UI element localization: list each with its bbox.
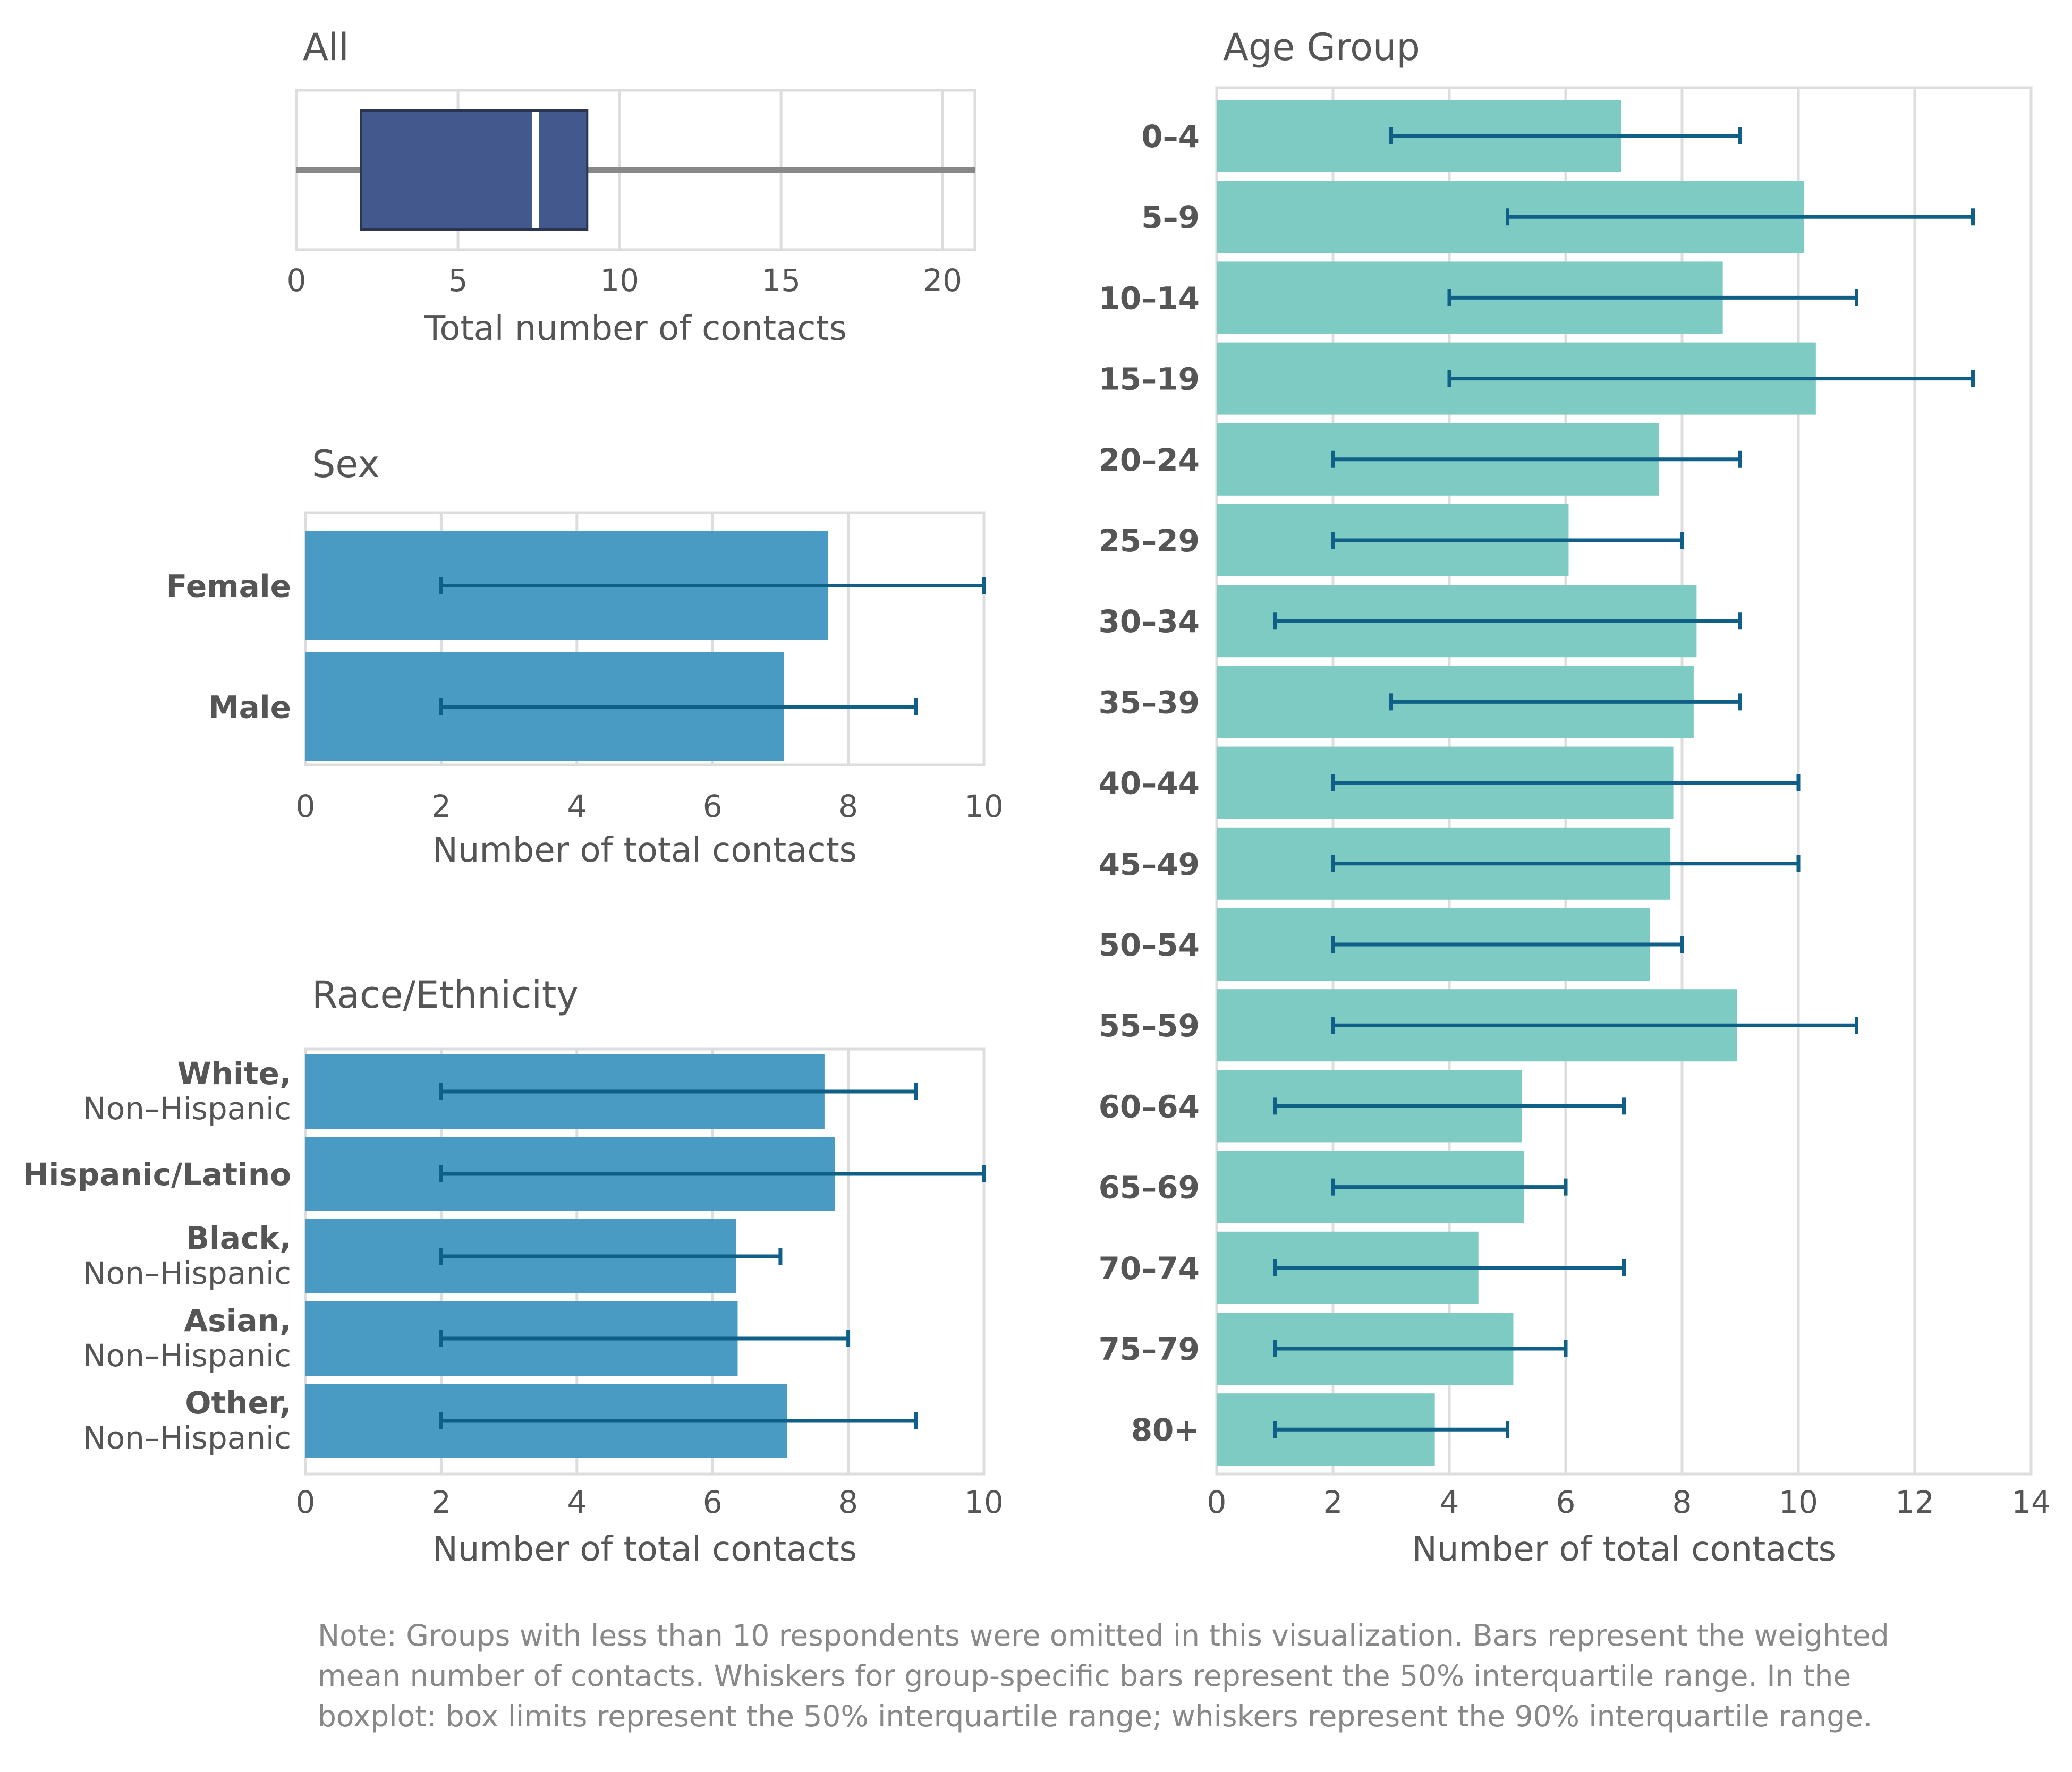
sex-category-label: Male [208,689,291,726]
all-tick-label: 10 [600,262,639,299]
age-category-label: 5–9 [1141,199,1200,235]
age-tick-label: 2 [1323,1484,1343,1520]
age-category-label: 80+ [1131,1412,1200,1448]
age-category-label: 75–79 [1099,1331,1200,1367]
sex-panel-title: Sex [312,442,380,486]
race-x-axis-label: Number of total contacts [432,1530,857,1569]
all-panel-title: All [303,25,349,69]
race-tick-label: 10 [964,1484,1004,1520]
age-tick-label: 14 [2011,1484,2051,1520]
race-tick-label: 0 [296,1484,316,1520]
all-iqr-box [360,109,589,231]
note-line-2: mean number of contacts. Whiskers for gr… [318,1659,1851,1693]
age-category-label: 10–14 [1099,280,1200,316]
race-tick-label: 8 [838,1484,858,1520]
all-tick-label: 15 [761,262,801,299]
age-tick-label: 6 [1556,1484,1576,1520]
race-category-sublabel: Non–Hispanic [83,1255,291,1291]
all-tick-label: 5 [448,262,468,299]
age-x-axis-label: Number of total contacts [1412,1530,1836,1569]
race-category-label: Asian, [184,1302,291,1339]
age-panel-title: Age Group [1223,25,1420,69]
age-category-label: 0–4 [1141,118,1200,155]
race-category-sublabel: Non–Hispanic [83,1337,291,1374]
age-category-label: 25–29 [1099,523,1200,559]
age-category-label: 20–24 [1099,442,1200,478]
age-category-label: 40–44 [1099,765,1200,802]
race-panel-title: Race/Ethnicity [312,973,579,1017]
age-tick-label: 0 [1207,1484,1227,1520]
age-tick-label: 8 [1672,1484,1692,1520]
race-category-label: Black, [186,1220,291,1256]
sex-tick-label: 10 [964,788,1004,824]
sex-x-axis-label: Number of total contacts [432,831,857,870]
sex-tick-label: 6 [703,788,723,824]
age-category-label: 30–34 [1099,603,1200,640]
age-category-label: 55–59 [1099,1008,1200,1044]
race-category-sublabel: Non–Hispanic [83,1091,291,1127]
race-category-label: Hispanic/Latino [23,1156,291,1192]
age-tick-label: 10 [1779,1484,1818,1520]
age-category-label: 60–64 [1099,1088,1200,1124]
age-tick-label: 12 [1895,1484,1934,1520]
sex-category-label: Female [166,568,291,604]
race-tick-label: 6 [703,1484,723,1520]
all-tick-label: 20 [923,262,962,299]
age-category-label: 65–69 [1099,1170,1200,1206]
age-category-label: 50–54 [1099,927,1200,963]
age-category-label: 70–74 [1099,1250,1200,1287]
race-category-label: Other, [185,1385,291,1421]
age-category-label: 15–19 [1099,361,1200,397]
age-tick-label: 4 [1440,1484,1459,1520]
race-tick-label: 4 [567,1484,587,1520]
all-tick-label: 0 [287,262,307,299]
age-category-label: 35–39 [1099,684,1200,720]
race-tick-label: 2 [431,1484,451,1520]
note-line-1: Note: Groups with less than 10 responden… [318,1618,1889,1652]
sex-tick-label: 4 [567,788,587,824]
sex-tick-label: 2 [431,788,451,824]
race-category-sublabel: Non–Hispanic [83,1420,291,1456]
sex-tick-label: 8 [838,788,858,824]
all-x-axis-label: Total number of contacts [424,309,847,348]
race-category-label: White, [177,1055,291,1092]
age-category-label: 45–49 [1099,846,1200,882]
sex-tick-label: 0 [296,788,316,824]
note-line-3: boxplot: box limits represent the 50% in… [318,1699,1872,1733]
